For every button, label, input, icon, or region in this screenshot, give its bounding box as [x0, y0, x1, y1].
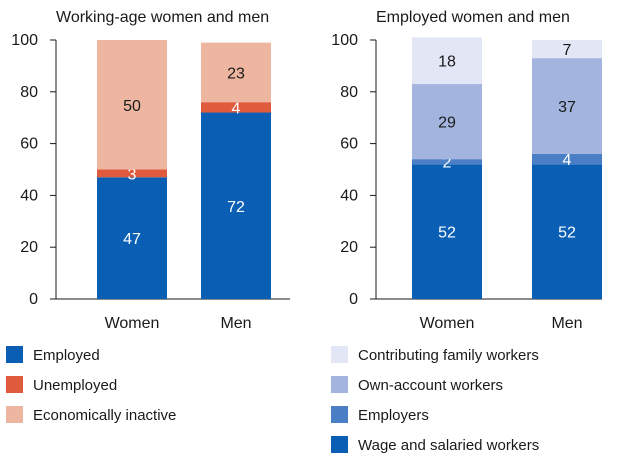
right-category-label-men: Men: [551, 315, 582, 332]
left-y-tick-label-60: 60: [20, 136, 38, 153]
right-bar-label-men-own-account-workers: 37: [558, 99, 576, 116]
left-category-label-men: Men: [220, 315, 251, 332]
left-category-label-women: Women: [105, 315, 160, 332]
left-y-tick-label-20: 20: [20, 239, 38, 256]
left-legend-swatch-employed: [6, 346, 23, 363]
right-category-label-women: Women: [420, 315, 475, 332]
right-bar-men-employers: [532, 153, 602, 165]
left-bar-women-unemployed: [97, 169, 167, 178]
right-bar-women-contributing-family-workers: [412, 37, 482, 85]
left-legend-label-employed: Employed: [33, 347, 100, 364]
left-bar-label-women-economically-inactive: 50: [123, 98, 141, 115]
left-legend-swatch-economically-inactive: [6, 406, 23, 423]
right-y-tick-label-20: 20: [340, 239, 358, 256]
left-bar-label-men-unemployed: 4: [232, 100, 241, 117]
left-legend-swatch-unemployed: [6, 376, 23, 393]
right-bar-label-men-contributing-family-workers: 7: [563, 42, 572, 59]
right-bar-men-own-account-workers: [532, 58, 602, 154]
left-chart: 0 20 40 60 80 100 47 3 50 Women 72 4 23 Men: [11, 32, 290, 332]
left-bar-women-economically-inactive: [97, 40, 167, 170]
right-bar-women-own-account-workers: [412, 84, 482, 160]
right-legend: Contributing family workers Own-account w…: [331, 346, 539, 454]
right-chart-title: Employed women and men: [376, 9, 570, 26]
right-legend-label-own-account-workers: Own-account workers: [358, 377, 503, 394]
left-chart-title: Working-age women and men: [56, 9, 269, 26]
right-bar-label-men-employers: 4: [563, 152, 572, 169]
right-legend-swatch-contributing-family-workers: [331, 346, 348, 363]
right-legend-label-contributing-family-workers: Contributing family workers: [358, 347, 539, 364]
left-y-tick-label-80: 80: [20, 84, 38, 101]
right-y-tick-label-60: 60: [340, 136, 358, 153]
right-bar-label-women-own-account-workers: 29: [438, 115, 456, 132]
right-bar-label-men-wage-and-salaried-workers: 52: [558, 225, 576, 242]
right-legend-label-employers: Employers: [358, 407, 429, 424]
right-y-tick-label-100: 100: [331, 32, 358, 49]
left-legend-label-economically-inactive: Economically inactive: [33, 407, 176, 424]
right-chart: 0 20 40 60 80 100 52 2 29 18 Women 52 4 37 7 Men: [331, 32, 602, 332]
left-bar-men-employed: [201, 112, 271, 300]
left-bar-label-women-employed: 47: [123, 231, 141, 248]
right-bar-label-women-contributing-family-workers: 18: [438, 54, 456, 71]
left-bar-men-unemployed: [201, 102, 271, 113]
right-bar-men-wage-and-salaried-workers: [532, 164, 602, 299]
right-bar-label-women-employers: 2: [443, 155, 452, 172]
right-bar-label-women-wage-and-salaried-workers: 52: [438, 225, 456, 242]
left-legend: Employed Unemployed Economically inactive: [6, 346, 176, 424]
left-y-tick-label-0: 0: [29, 291, 38, 308]
right-legend-swatch-employers: [331, 406, 348, 423]
left-bar-label-women-unemployed: 3: [128, 166, 137, 183]
left-y-tick-label-40: 40: [20, 187, 38, 204]
right-bar-men-contributing-family-workers: [532, 40, 602, 59]
right-bar-women-employers: [412, 159, 482, 165]
right-y-tick-label-40: 40: [340, 187, 358, 204]
right-y-tick-label-80: 80: [340, 84, 358, 101]
left-bar-men-economically-inactive: [201, 42, 271, 103]
left-bar-label-men-economically-inactive: 23: [227, 65, 245, 82]
left-legend-label-unemployed: Unemployed: [33, 377, 117, 394]
left-bar-women-employed: [97, 177, 167, 299]
right-legend-label-wage-and-salaried-workers: Wage and salaried workers: [358, 437, 539, 454]
right-bar-women-wage-and-salaried-workers: [412, 164, 482, 299]
right-y-tick-label-0: 0: [349, 291, 358, 308]
right-legend-swatch-own-account-workers: [331, 376, 348, 393]
left-y-tick-label-100: 100: [11, 32, 38, 49]
left-bar-label-men-employed: 72: [227, 199, 245, 216]
right-legend-swatch-wage-and-salaried-workers: [331, 436, 348, 453]
